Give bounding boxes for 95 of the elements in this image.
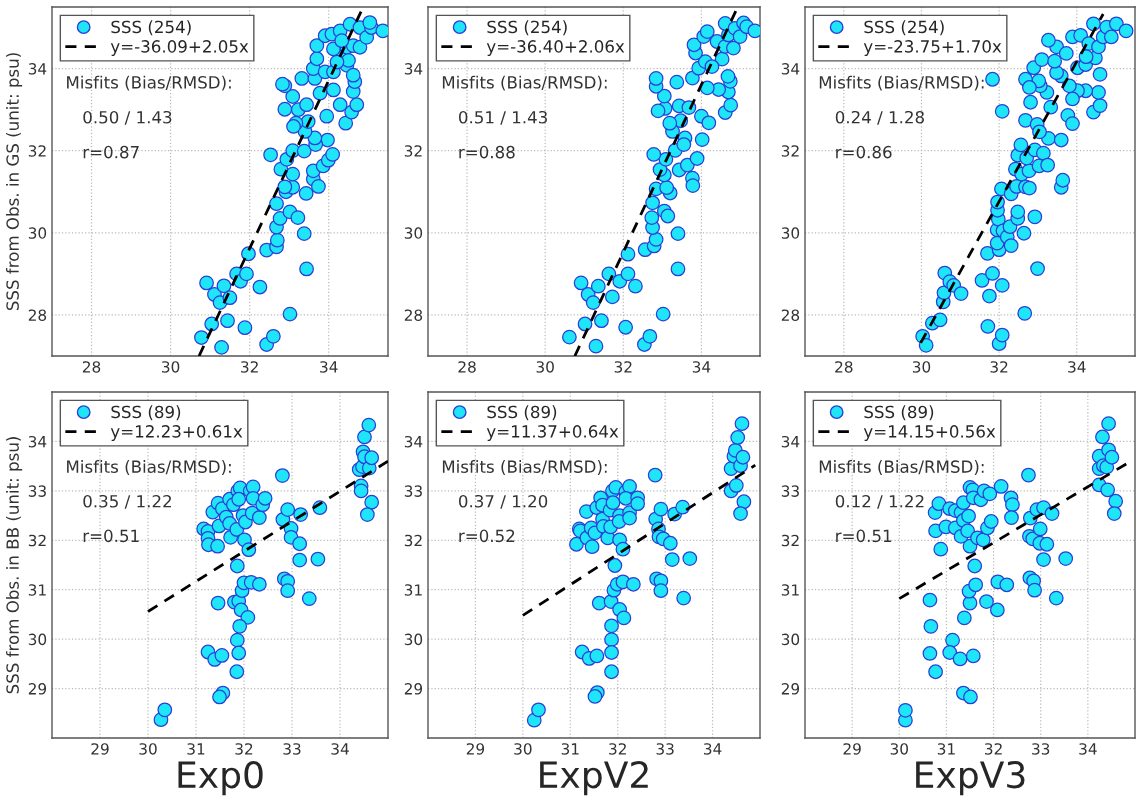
x-tick-label: 31 (187, 743, 205, 755)
x-tick-label: 34 (1079, 743, 1097, 755)
x-tick-label: 28 (835, 361, 853, 373)
y-tick-label: 32 (781, 145, 799, 157)
y-tick-label: 31 (404, 584, 422, 596)
y-tick-label: 32 (781, 534, 799, 547)
x-tick-label: 34 (704, 743, 722, 755)
annotation: 0.35 / 1.22 (83, 494, 171, 509)
annotation: r=0.51 (83, 529, 139, 543)
y-tick-label: 32 (28, 145, 46, 157)
legend-label: SSS (89) (111, 405, 181, 421)
legend-label: y=-36.40+2.06x (486, 40, 625, 56)
y-tick-label: 33 (404, 485, 422, 497)
legend-label: SSS (254) (487, 20, 567, 36)
x-tick-label: 30 (139, 743, 157, 755)
y-tick-label: 31 (28, 584, 46, 596)
legend-label: y=-36.09+2.05x (110, 40, 249, 56)
x-tick-label: 30 (890, 743, 908, 755)
x-tick-label: 30 (514, 743, 532, 755)
y-tick-label: 34 (781, 63, 800, 75)
y-tick-label: 28 (28, 309, 47, 321)
x-tick-label: 33 (656, 743, 674, 755)
annotation: 0.37 / 1.20 (458, 494, 548, 509)
x-axis-title: Exp0 (178, 761, 263, 796)
x-tick-label: 34 (692, 361, 711, 373)
x-tick-label: 32 (990, 361, 1008, 373)
y-tick-label: 32 (404, 534, 422, 547)
annotation: r=0.51 (836, 529, 892, 543)
y-tick-label: 34 (404, 435, 423, 448)
y-tick-label: 28 (404, 309, 423, 321)
y-tick-label: 33 (781, 485, 799, 497)
x-tick-label: 30 (912, 361, 931, 373)
y-tick-label: 34 (28, 63, 47, 75)
legend-label: y=12.23+0.61x (110, 425, 243, 441)
annotation: Misfits (Bias/RMSD): (819, 75, 984, 91)
legend-label: y=-23.75+1.70x (863, 40, 1002, 56)
x-axis-title: ExpV3 (916, 761, 1025, 796)
annotation: Misfits (Bias/RMSD): (67, 460, 231, 475)
annotation: r=0.87 (83, 145, 139, 159)
annotation: Misfits (Bias/RMSD): (819, 460, 984, 475)
x-tick-label: 30 (162, 361, 180, 373)
annotation: r=0.52 (459, 529, 515, 543)
annotation: r=0.88 (459, 145, 515, 159)
y-tick-label: 29 (28, 683, 47, 695)
x-tick-label: 28 (458, 361, 476, 373)
x-tick-label: 32 (241, 361, 258, 373)
y-tick-label: 34 (28, 435, 47, 448)
y-tick-label: 30 (781, 227, 800, 239)
x-tick-label: 34 (331, 743, 349, 755)
x-tick-label: 30 (536, 361, 554, 373)
y-tick-label: 34 (781, 435, 800, 448)
annotation: 0.51 / 1.43 (458, 110, 547, 125)
legend-label: SSS (254) (111, 20, 191, 36)
legend-label: SSS (89) (487, 405, 557, 421)
y-tick-label: 29 (781, 683, 800, 695)
x-tick-label: 31 (937, 743, 955, 755)
x-axis-title: ExpV2 (540, 761, 648, 796)
x-tick-label: 32 (235, 743, 253, 755)
x-tick-label: 29 (843, 743, 861, 755)
x-tick-label: 33 (283, 743, 301, 755)
y-tick-label: 30 (404, 227, 423, 239)
x-tick-label: 29 (91, 743, 109, 755)
y-axis-title: SSS from Obs. in BB (unit: psu) (6, 437, 23, 694)
y-tick-label: 30 (404, 633, 423, 646)
y-tick-label: 28 (781, 309, 800, 321)
annotation: Misfits (Bias/RMSD): (67, 75, 231, 91)
annotation: 0.12 / 1.22 (835, 494, 924, 509)
annotation: Misfits (Bias/RMSD): (442, 460, 607, 475)
y-tick-label: 30 (28, 633, 47, 646)
y-tick-label: 34 (404, 63, 423, 75)
x-tick-label: 32 (614, 361, 632, 373)
x-tick-label: 31 (561, 743, 579, 755)
legend-label: y=14.15+0.56x (863, 425, 996, 441)
x-tick-label: 29 (466, 743, 485, 755)
annotation: 0.50 / 1.43 (83, 110, 172, 125)
y-tick-label: 30 (28, 227, 47, 239)
annotation: 0.24 / 1.28 (835, 110, 924, 125)
x-tick-label: 28 (82, 361, 101, 373)
legend-label: SSS (89) (864, 405, 934, 421)
x-tick-label: 34 (320, 361, 338, 373)
annotation: r=0.86 (836, 145, 892, 159)
legend-label: SSS (254) (864, 20, 944, 36)
x-tick-label: 33 (1032, 743, 1050, 755)
y-tick-label: 29 (404, 683, 423, 695)
x-tick-label: 32 (985, 743, 1002, 755)
y-tick-label: 32 (404, 145, 422, 157)
annotation: Misfits (Bias/RMSD): (442, 75, 607, 91)
y-tick-label: 33 (28, 485, 46, 497)
y-tick-label: 31 (781, 584, 799, 596)
x-tick-label: 34 (1068, 361, 1086, 373)
x-tick-label: 32 (609, 743, 626, 755)
y-axis-title: SSS from Obs. in GS (unit: psu) (6, 53, 23, 311)
legend-label: y=11.37+0.64x (486, 425, 619, 441)
y-tick-label: 30 (781, 633, 800, 646)
y-tick-label: 32 (28, 534, 46, 547)
